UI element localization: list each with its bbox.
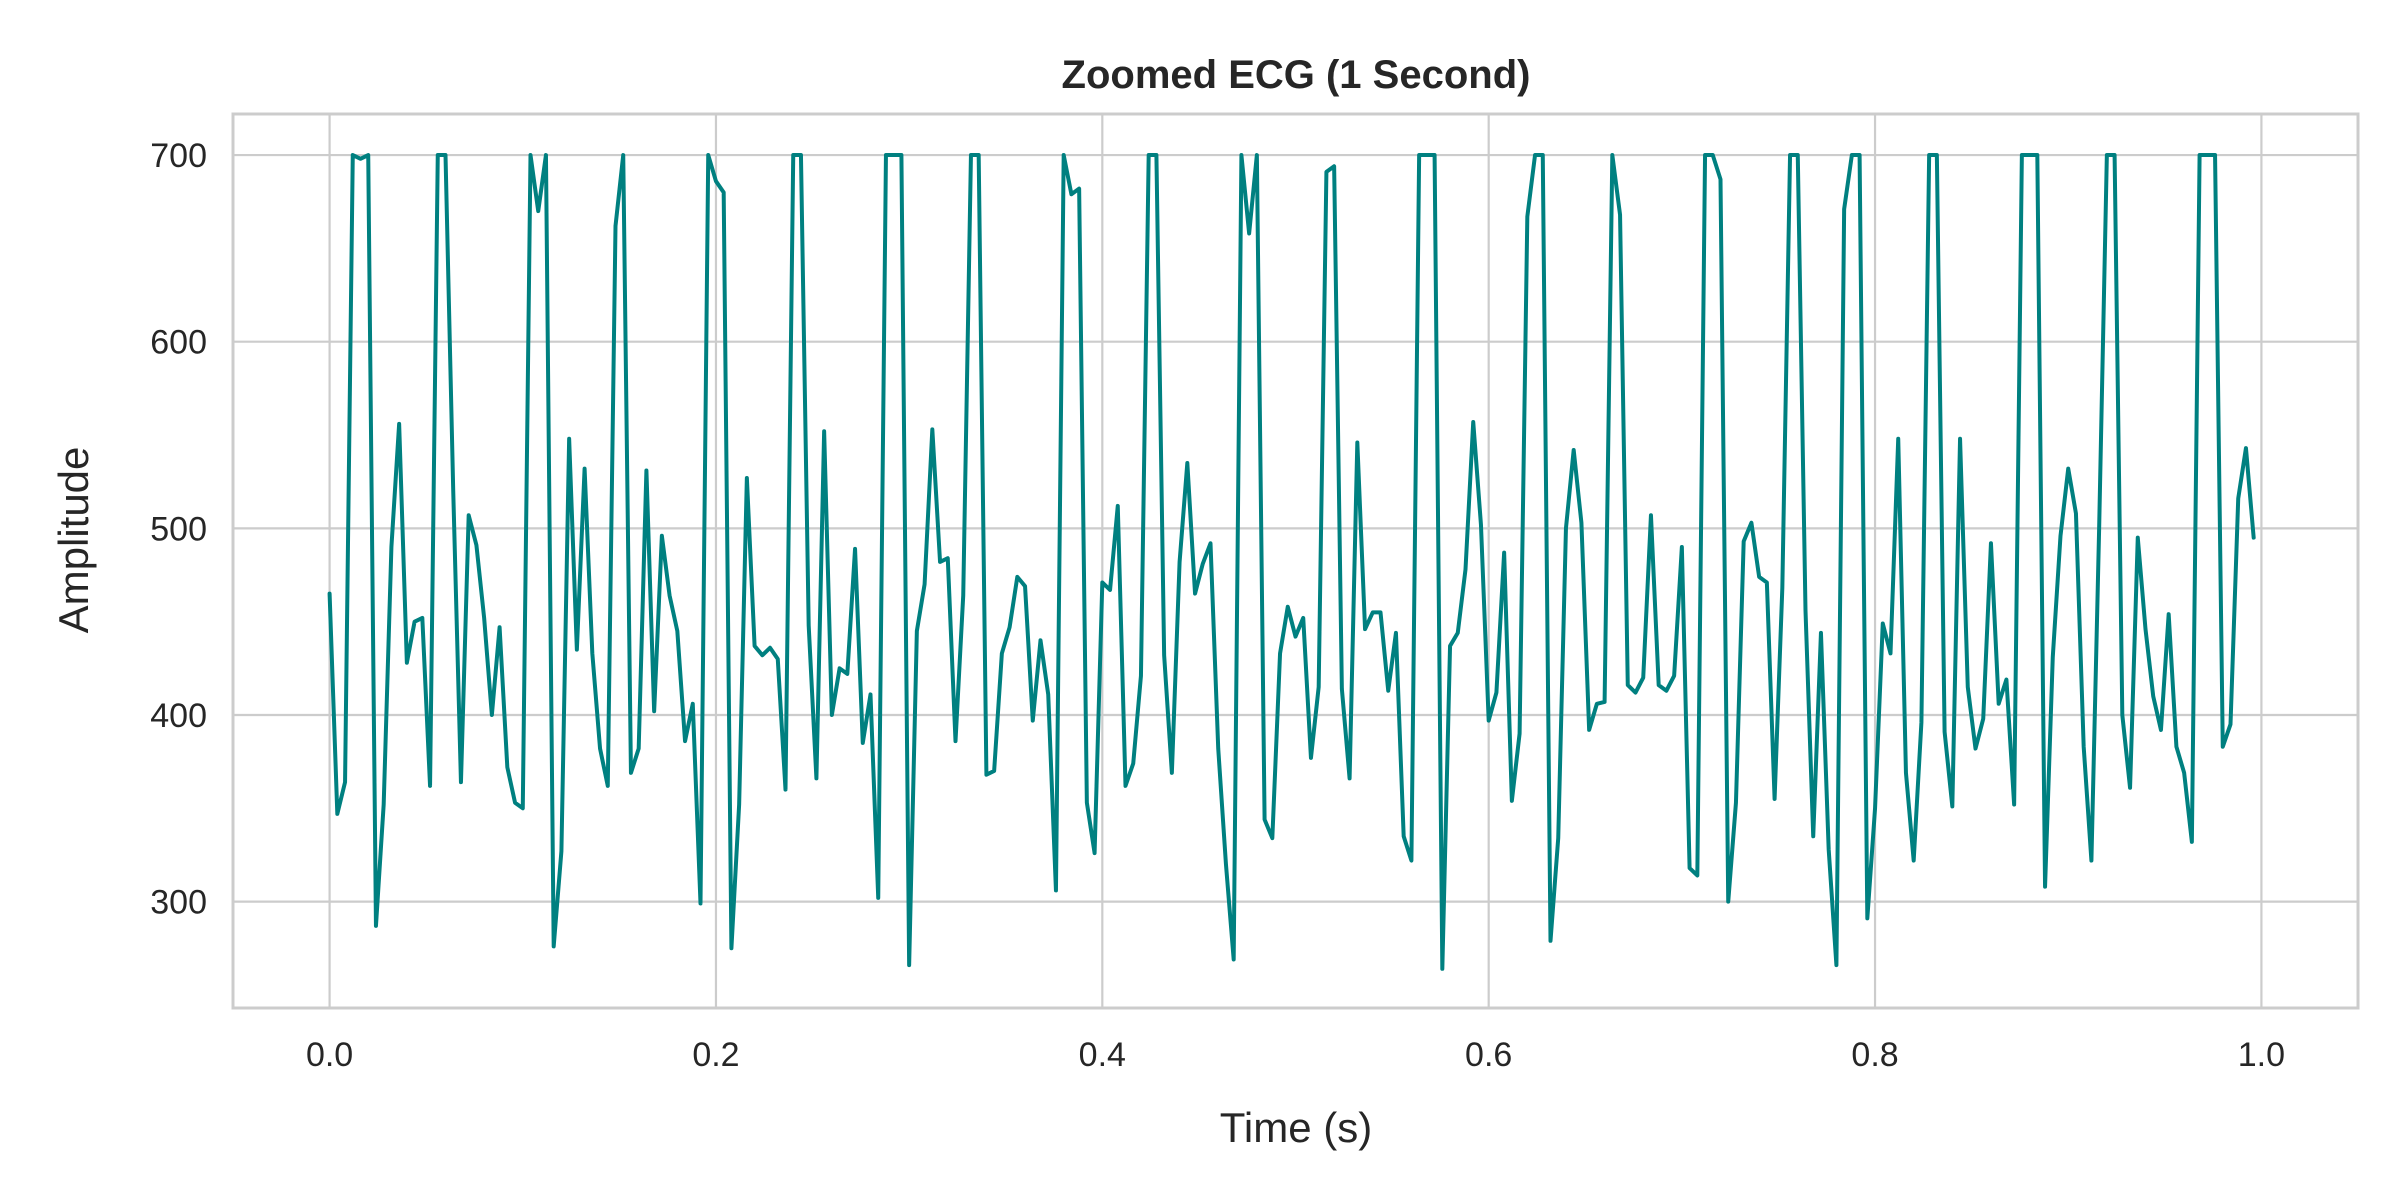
x-tick-label: 0.2	[692, 1036, 739, 1074]
y-tick-label: 300	[150, 884, 207, 922]
x-tick-label: 0.6	[1465, 1036, 1512, 1074]
grid	[233, 114, 2358, 1008]
y-axis-label: Amplitude	[50, 447, 97, 634]
y-tick-label: 600	[150, 324, 207, 362]
x-tick-label: 0.8	[1851, 1036, 1898, 1074]
plot-frame	[231, 112, 2360, 1010]
tick-labels: 0.0 0.2 0.4 0.6 0.8 1.0 300 400 500 600 700	[150, 137, 2285, 1074]
x-axis-label: Time (s)	[1220, 1104, 1372, 1151]
series-layer	[327, 153, 2256, 971]
x-tick-label: 0.4	[1079, 1036, 1126, 1074]
y-tick-label: 400	[150, 697, 207, 735]
x-tick-label: 1.0	[2238, 1036, 2285, 1074]
y-tick-label: 700	[150, 137, 207, 175]
x-tick-label: 0.0	[306, 1036, 353, 1074]
y-tick-label: 500	[150, 510, 207, 548]
chart-title: Zoomed ECG (1 Second)	[1062, 53, 1531, 97]
ecg-series-line	[327, 153, 2256, 971]
